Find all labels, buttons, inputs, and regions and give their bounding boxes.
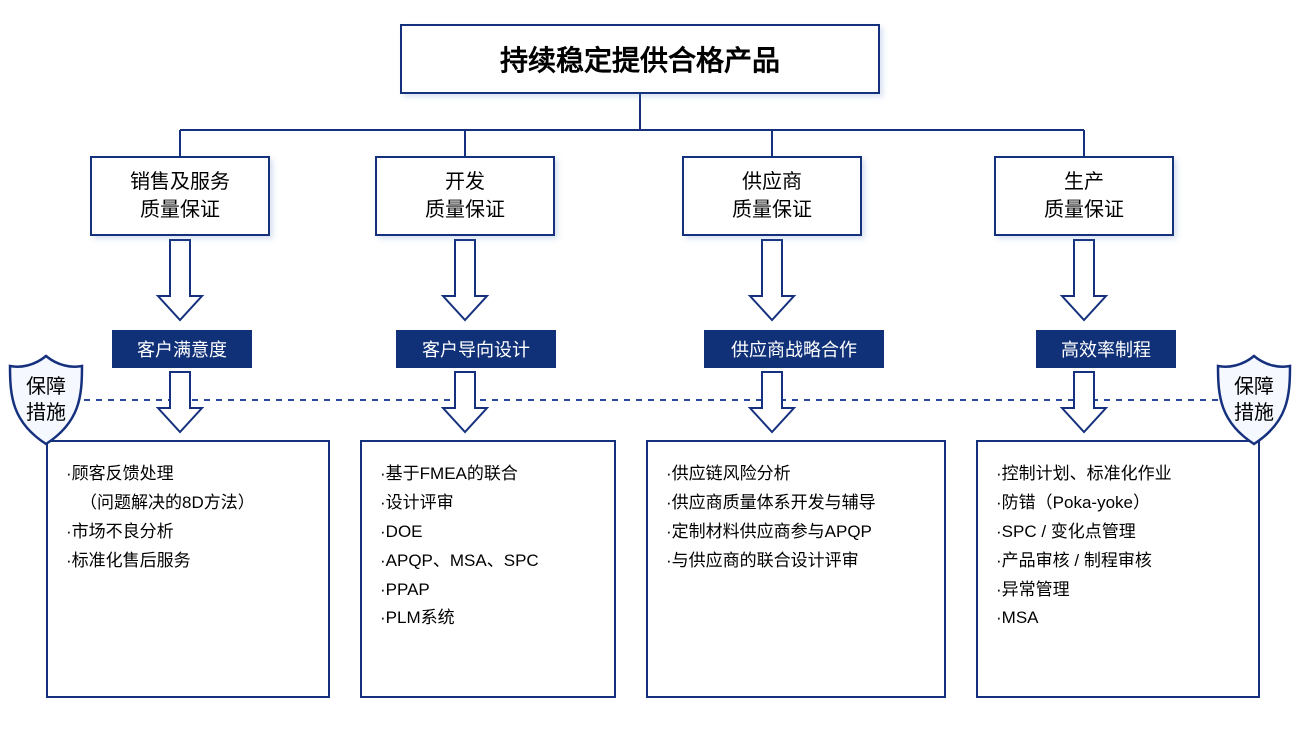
branch-box-dev: 开发 质量保证 (375, 156, 555, 236)
pill-label: 高效率制程 (1061, 336, 1151, 362)
pill-customer-satisfaction: 客户满意度 (112, 330, 252, 368)
detail-item: ·防错（Poka-yoke） (996, 489, 1240, 518)
detail-item: ·异常管理 (996, 576, 1240, 605)
detail-item: ·产品审核 / 制程审核 (996, 547, 1240, 576)
detail-item: ·市场不良分析 (66, 518, 310, 547)
detail-item: ·控制计划、标准化作业 (996, 460, 1240, 489)
detail-item: ·DOE (380, 518, 596, 547)
pill-customer-design: 客户导向设计 (396, 330, 556, 368)
detail-item: ·基于FMEA的联合 (380, 460, 596, 489)
detail-item: ·定制材料供应商参与APQP (666, 518, 926, 547)
detail-item: ·供应链风险分析 (666, 460, 926, 489)
pill-label: 供应商战略合作 (731, 336, 857, 362)
detail-item: ·MSA (996, 604, 1240, 633)
detail-item: （问题解决的8D方法） (66, 489, 310, 518)
detail-item: ·标准化售后服务 (66, 547, 310, 576)
branch-box-production: 生产 质量保证 (994, 156, 1174, 236)
branch-line2: 质量保证 (425, 196, 505, 224)
detail-item: ·供应商质量体系开发与辅导 (666, 489, 926, 518)
branch-box-supplier: 供应商 质量保证 (682, 156, 862, 236)
pill-supplier-strategy: 供应商战略合作 (704, 330, 884, 368)
branch-line1: 供应商 (742, 168, 802, 196)
detail-item: ·PLM系统 (380, 604, 596, 633)
detail-item: ·设计评审 (380, 489, 596, 518)
shield-line2: 措施 (1234, 402, 1274, 424)
detail-item: ·PPAP (380, 576, 596, 605)
branch-box-sales: 销售及服务 质量保证 (90, 156, 270, 236)
branch-line2: 质量保证 (140, 196, 220, 224)
pill-label: 客户满意度 (137, 336, 227, 362)
detail-box-supplier: ·供应链风险分析·供应商质量体系开发与辅导·定制材料供应商参与APQP·与供应商… (646, 440, 946, 698)
shield-line1: 保障 (1234, 376, 1274, 398)
pill-label: 客户导向设计 (422, 336, 530, 362)
detail-item: ·顾客反馈处理 (66, 460, 310, 489)
shield-icon-right: 保障 措施 (1214, 352, 1294, 448)
shield-line1: 保障 (26, 376, 66, 398)
root-title: 持续稳定提供合格产品 (500, 39, 780, 79)
detail-box-sales: ·顾客反馈处理（问题解决的8D方法）·市场不良分析·标准化售后服务 (46, 440, 330, 698)
root-box: 持续稳定提供合格产品 (400, 24, 880, 94)
detail-item: ·SPC / 变化点管理 (996, 518, 1240, 547)
detail-box-production: ·控制计划、标准化作业·防错（Poka-yoke）·SPC / 变化点管理·产品… (976, 440, 1260, 698)
shield-icon-left: 保障 措施 (6, 352, 86, 448)
detail-item: ·与供应商的联合设计评审 (666, 547, 926, 576)
branch-line1: 销售及服务 (130, 168, 230, 196)
detail-box-dev: ·基于FMEA的联合·设计评审·DOE·APQP、MSA、SPC·PPAP·PL… (360, 440, 616, 698)
pill-efficient-process: 高效率制程 (1036, 330, 1176, 368)
branch-line1: 开发 (445, 168, 485, 196)
branch-line2: 质量保证 (732, 196, 812, 224)
detail-item: ·APQP、MSA、SPC (380, 547, 596, 576)
shield-line2: 措施 (26, 402, 66, 424)
branch-line2: 质量保证 (1044, 196, 1124, 224)
branch-line1: 生产 (1064, 168, 1104, 196)
